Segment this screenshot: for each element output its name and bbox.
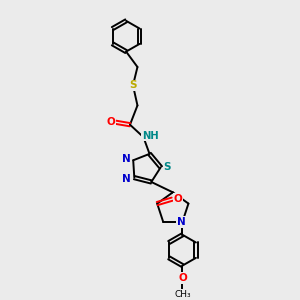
Text: N: N bbox=[122, 154, 131, 164]
Text: CH₃: CH₃ bbox=[174, 290, 191, 299]
Text: N: N bbox=[177, 217, 186, 227]
Text: O: O bbox=[178, 273, 187, 283]
Text: O: O bbox=[174, 194, 182, 204]
Text: S: S bbox=[164, 162, 171, 172]
Text: S: S bbox=[129, 80, 137, 90]
Text: NH: NH bbox=[142, 131, 158, 141]
Text: O: O bbox=[107, 117, 116, 127]
Text: N: N bbox=[122, 174, 131, 184]
